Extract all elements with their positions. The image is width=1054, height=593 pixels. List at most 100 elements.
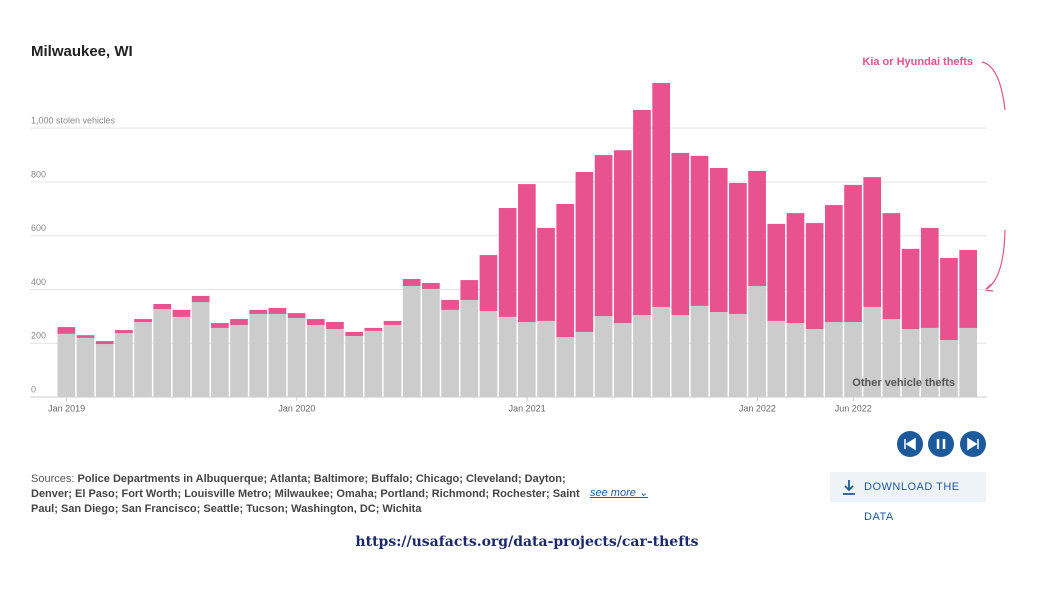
y-tick-label: 600: [31, 223, 46, 233]
bar-segment: [729, 313, 747, 397]
bar-segment: [518, 322, 536, 397]
bar-segment: [383, 320, 402, 325]
bar-segment: [537, 227, 555, 321]
bar-segment: [786, 323, 805, 397]
bar-segment: [498, 208, 517, 317]
bar-segment: [729, 183, 747, 314]
bar-segment: [479, 310, 498, 397]
bar-segment: [95, 341, 114, 345]
bar-segment: [498, 316, 517, 397]
bar-segment: [594, 316, 613, 397]
bar-segment: [767, 223, 786, 321]
y-tick-label: 1,000 stolen vehicles: [31, 116, 116, 126]
download-button[interactable]: DOWNLOAD THE DATA: [830, 472, 986, 523]
bar-segment: [153, 303, 172, 310]
bar-segment: [172, 309, 191, 317]
y-tick-label: 200: [31, 331, 46, 341]
bar-segment: [518, 184, 536, 322]
bar-segment: [805, 223, 824, 329]
bar-segment: [76, 337, 95, 397]
bar-segment: [57, 333, 76, 397]
bar-segment: [690, 305, 709, 397]
bar-segment: [460, 299, 479, 397]
bar-segment: [633, 109, 651, 316]
bar-segment: [825, 205, 843, 322]
y-tick-label: 400: [31, 277, 46, 287]
x-tick-label: Jan 2020: [278, 403, 315, 413]
see-more[interactable]: see more ⌄: [590, 487, 649, 499]
bar-segment: [441, 299, 459, 310]
bar-segment: [402, 278, 421, 286]
bar-segment: [211, 327, 229, 397]
x-tick-label: Jun 2022: [835, 403, 872, 413]
bar-segment: [959, 249, 977, 328]
pause-icon: [936, 439, 946, 449]
bar-segment: [287, 317, 306, 397]
bar-segment: [901, 328, 920, 397]
bar-segment: [863, 177, 882, 307]
annotation-arrow: [981, 61, 1006, 291]
bar-segment: [556, 203, 575, 338]
bar-segment: [364, 330, 383, 397]
bar-segment: [191, 302, 210, 397]
bar-segment: [287, 313, 306, 318]
prev-icon: [904, 437, 916, 451]
y-tick-label: 800: [31, 169, 46, 179]
bar-segment: [249, 313, 268, 397]
bar-segment: [690, 155, 709, 306]
bar-segment: [959, 327, 977, 397]
bar-segment: [402, 285, 421, 397]
download-text: DOWNLOAD THE DATA: [864, 481, 960, 523]
bar-segment: [249, 309, 268, 314]
bar-segment: [940, 340, 958, 397]
bar-segment: [326, 328, 344, 397]
bar-segment: [115, 330, 133, 334]
bar-segment: [652, 306, 670, 397]
bar-segment: [709, 167, 728, 313]
bar-segment: [383, 324, 402, 397]
bar-segment: [748, 170, 766, 286]
bar-segment: [575, 331, 594, 397]
sources-label: Sources:: [31, 473, 75, 485]
bar-segment: [345, 335, 363, 397]
bar-segment: [230, 324, 248, 397]
bar-segment: [134, 322, 152, 397]
sources-list: Police Departments in Albuquerque; Atlan…: [31, 473, 580, 515]
y-tick-label: 0: [31, 384, 36, 394]
pause-button[interactable]: [928, 431, 954, 457]
bar-segment: [172, 316, 191, 397]
bar-segment: [422, 283, 440, 289]
x-tick-label: Jan 2021: [509, 403, 546, 413]
bar-segment: [441, 309, 459, 397]
bar-segment: [556, 337, 575, 397]
see-more-text: see more: [590, 487, 636, 499]
bar-segment: [882, 319, 901, 397]
bar-segment: [594, 155, 613, 317]
bar-segment: [805, 328, 824, 397]
bar-segment: [230, 319, 248, 325]
bar-segment: [95, 344, 114, 397]
bar-segment: [882, 213, 901, 320]
bar-segment: [306, 319, 325, 325]
bar-segment: [191, 295, 210, 303]
bar-segment: [537, 320, 555, 397]
bar-segment: [76, 335, 95, 338]
bar-segment: [825, 322, 843, 397]
bar-segment: [671, 315, 690, 397]
bar-segment: [57, 327, 76, 334]
bar-segment: [613, 150, 632, 324]
chart-title: Milwaukee, WI: [31, 43, 133, 60]
bar-segment: [613, 323, 632, 397]
bar-segment: [134, 319, 152, 322]
bar-segment: [460, 280, 479, 300]
bar-segment: [671, 152, 690, 316]
bar-segment: [364, 327, 383, 331]
x-tick-label: Jan 2019: [48, 403, 85, 413]
bar-segment: [306, 324, 325, 397]
bar-segment: [920, 327, 939, 397]
x-tick-label: Jan 2022: [739, 403, 776, 413]
bar-segment: [575, 172, 594, 332]
chart: Milwaukee, WI 0 200 400 600 800 1,000 stolen …: [30, 43, 1006, 457]
bar-segment: [844, 184, 862, 322]
